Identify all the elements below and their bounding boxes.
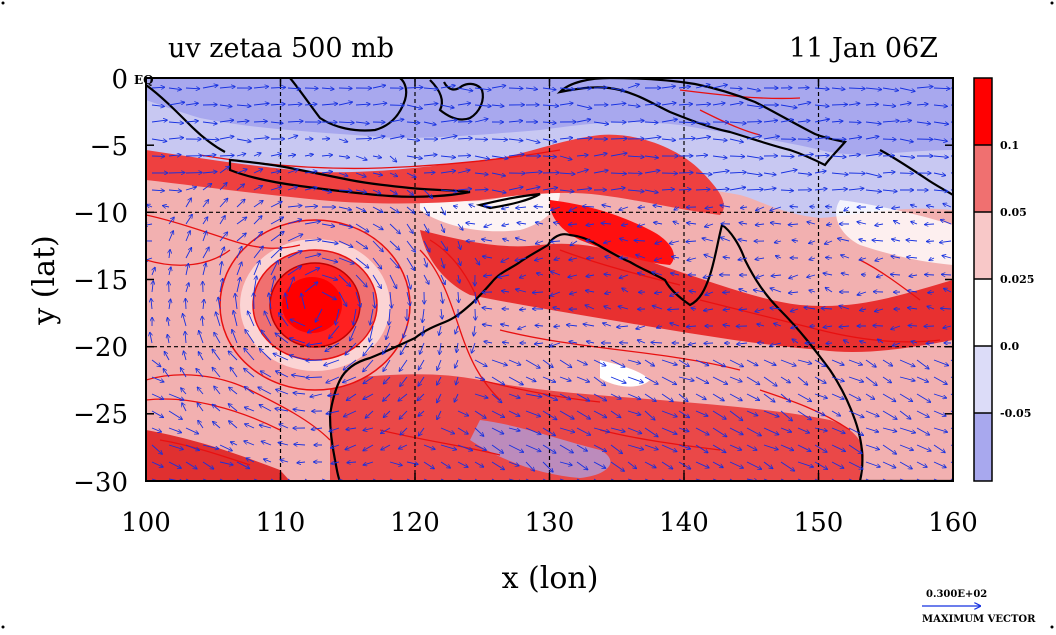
map-date: 11 Jan 06Z <box>789 33 938 64</box>
y-tick-labels: 0 −5 −10 −15 −20 −25 −30 <box>73 65 128 498</box>
wind-vector <box>942 274 951 275</box>
x-tick-label: 150 <box>794 508 844 538</box>
wind-vector <box>883 139 896 140</box>
colorbar-swatch-2 <box>974 145 992 212</box>
wind-vector <box>826 257 832 258</box>
y-axis-label: y (lat) <box>27 235 62 325</box>
x-tick-label: 160 <box>928 508 978 538</box>
wind-vector <box>611 138 627 139</box>
colorbar-swatch-4 <box>974 279 992 346</box>
colorbar-label: 0.1 <box>1000 139 1019 152</box>
wind-vector <box>832 104 847 105</box>
wind-vector <box>925 224 934 225</box>
wind-vector <box>253 293 254 309</box>
y-tick-label: −25 <box>73 400 128 430</box>
y-tick-label: −5 <box>90 132 128 162</box>
wind-vector <box>509 88 523 89</box>
y-tick-label: −10 <box>73 199 128 229</box>
wind-vector <box>306 360 322 361</box>
x-tick-label: 130 <box>525 508 575 538</box>
vector-key-value: 0.300E+02 <box>926 589 987 600</box>
wind-vector <box>534 206 543 207</box>
x-axis-label: x (lon) <box>502 561 599 596</box>
wind-vector <box>925 274 934 275</box>
wind-vector <box>535 325 543 326</box>
x-tick-label: 120 <box>390 508 440 538</box>
equator-marker: EQ <box>134 73 154 87</box>
x-tick-label: 140 <box>659 508 709 538</box>
wind-vector <box>927 241 934 242</box>
colorbar-label: 0.025 <box>1000 273 1034 286</box>
colorbar-label: -0.05 <box>1000 407 1031 420</box>
wind-vector <box>723 292 730 293</box>
y-tick-label: −20 <box>73 333 128 363</box>
wind-vector <box>908 325 917 326</box>
y-tick-label: 0 <box>111 65 128 95</box>
plot-area <box>142 78 967 487</box>
wind-vector <box>730 156 744 157</box>
x-tick-label: 110 <box>256 508 306 538</box>
colorbar: 0.1 0.05 0.025 0.0 -0.05 <box>974 78 1034 481</box>
x-tick-labels: 100 110 120 130 140 150 160 <box>121 508 978 538</box>
vector-key-label: MAXIMUM VECTOR <box>922 614 1036 625</box>
colorbar-swatch-6 <box>974 413 992 481</box>
wind-vector <box>220 155 234 156</box>
colorbar-swatch-5 <box>974 346 992 413</box>
wind-vector <box>594 87 607 88</box>
y-tick-label: −15 <box>73 266 128 296</box>
wind-vector <box>356 138 371 139</box>
wind-vector <box>781 156 794 157</box>
map-title: uv zetaa 500 mb <box>168 33 394 64</box>
colorbar-label: 0.0 <box>1000 340 1019 353</box>
wind-vector <box>185 299 186 309</box>
colorbar-swatch-3 <box>974 212 992 279</box>
wind-vector <box>826 343 832 344</box>
x-tick-label: 100 <box>121 508 171 538</box>
vector-key: 0.300E+02 MAXIMUM VECTOR <box>922 589 1036 625</box>
wind-vector <box>424 172 435 173</box>
wind-vector <box>638 207 645 208</box>
y-tick-label: −30 <box>73 468 128 498</box>
colorbar-label: 0.05 <box>1000 206 1027 219</box>
colorbar-swatch-1 <box>974 78 992 145</box>
